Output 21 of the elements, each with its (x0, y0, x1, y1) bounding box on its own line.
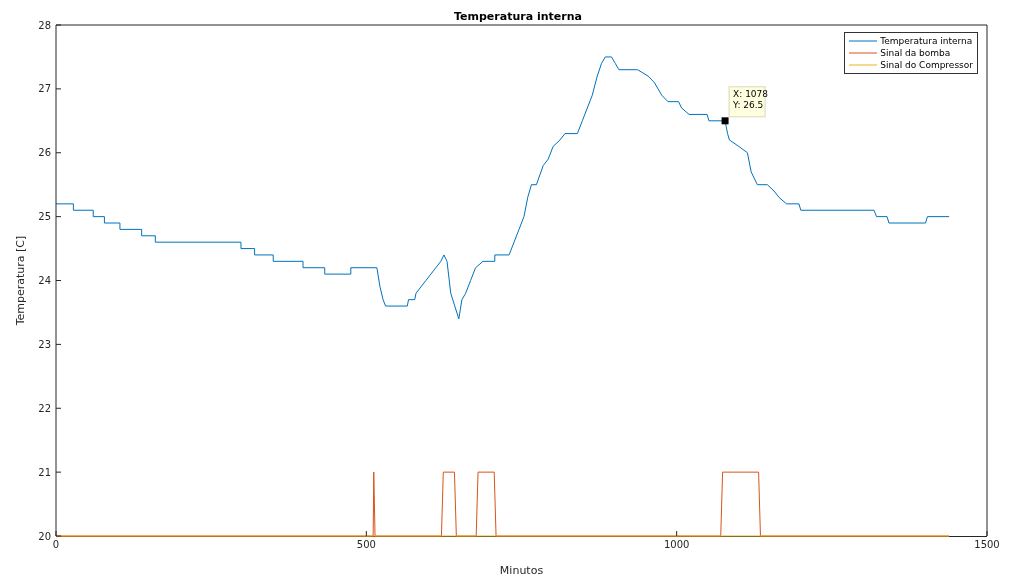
y-tick-label: 21 (38, 466, 51, 478)
y-tick-label: 26 (38, 147, 51, 159)
legend-label: Sinal da bomba (880, 47, 951, 59)
chart-title: Temperatura interna (454, 10, 582, 23)
y-axis-title: Temperatura [C] (13, 235, 27, 327)
y-tick-label: 24 (38, 275, 51, 287)
y-tick-label: 25 (38, 211, 51, 223)
legend-label: Sinal do Compressor (880, 59, 973, 71)
datatip: X: 1078 Y: 26.5 (721, 86, 769, 125)
y-tick-label: 22 (38, 402, 51, 414)
x-tick-label: 1500 (974, 539, 1000, 551)
y-tick-label: 28 (38, 19, 51, 31)
annotation: X: 1078 Y: 26.5 (732, 88, 769, 110)
x-tick-label: 1000 (663, 539, 690, 551)
x-tick-label: 500 (356, 539, 376, 551)
y-tick-label: 23 (38, 338, 51, 350)
y-tick-label: 20 (38, 530, 51, 542)
y-tick-label: 27 (38, 83, 51, 95)
x-axis-title: Minutos (499, 564, 544, 577)
x-tick-label: 0 (52, 539, 60, 551)
legend-label: Temperatura interna (880, 35, 973, 47)
